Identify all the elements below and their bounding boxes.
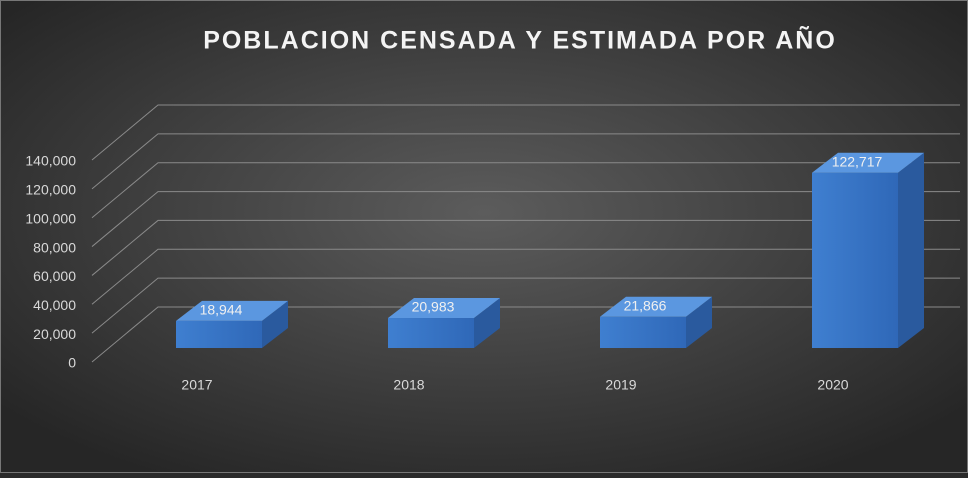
grid-line bbox=[91, 219, 960, 276]
y-tick-label: 80,000 bbox=[33, 239, 76, 255]
bar-side bbox=[898, 152, 924, 348]
bar-side bbox=[474, 298, 500, 348]
y-tick-label: 140,000 bbox=[25, 153, 76, 169]
grid-line bbox=[91, 162, 960, 219]
x-tick-label: 2020 bbox=[817, 377, 848, 393]
grid-line bbox=[91, 277, 960, 334]
bar-top bbox=[600, 296, 712, 317]
bar bbox=[600, 316, 686, 348]
y-tick-label: 20,000 bbox=[33, 326, 76, 342]
chart-title: POBLACION CENSADA Y ESTIMADA POR AÑO bbox=[203, 25, 837, 55]
y-tick-label: 40,000 bbox=[33, 297, 76, 313]
bar-side bbox=[686, 296, 712, 348]
value-label: 20,983 bbox=[412, 299, 455, 315]
value-label: 18,944 bbox=[200, 302, 243, 318]
bar bbox=[388, 318, 474, 348]
bar-side bbox=[262, 300, 288, 348]
bar-top bbox=[388, 298, 500, 319]
grid-line bbox=[91, 133, 960, 190]
x-tick-label: 2019 bbox=[605, 377, 636, 393]
x-tick-label: 2017 bbox=[181, 377, 212, 393]
grid-line bbox=[91, 248, 960, 305]
y-tick-label: 120,000 bbox=[25, 182, 76, 198]
bar bbox=[812, 172, 898, 348]
y-tick-label: 100,000 bbox=[25, 210, 76, 226]
grid-line bbox=[91, 191, 960, 247]
grid-line bbox=[91, 104, 960, 161]
value-label: 122,717 bbox=[832, 153, 883, 169]
bar bbox=[176, 320, 262, 348]
y-tick-label: 0 bbox=[68, 355, 76, 371]
bar-top bbox=[176, 300, 288, 321]
value-label: 21,866 bbox=[624, 297, 667, 313]
x-tick-label: 2018 bbox=[393, 377, 424, 393]
y-tick-label: 60,000 bbox=[33, 268, 76, 284]
bar-top bbox=[812, 152, 924, 173]
